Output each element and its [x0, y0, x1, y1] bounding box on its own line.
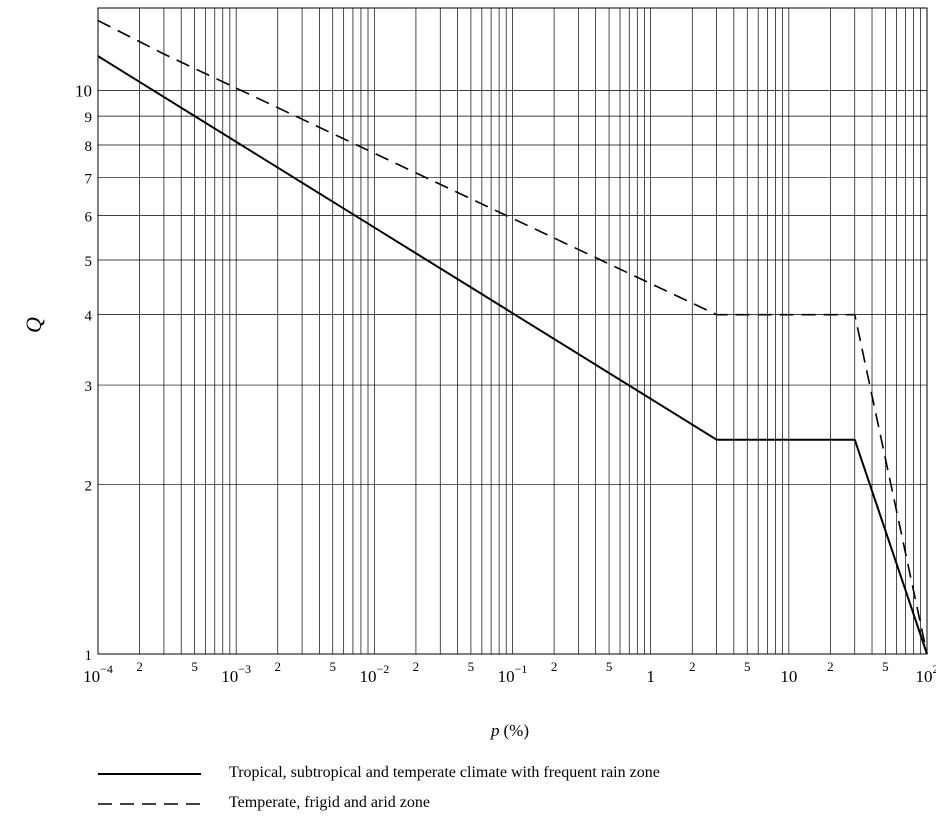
y-tick-label: 7	[85, 172, 93, 188]
x-tick-exponent: −3	[238, 662, 251, 676]
x-tick-label-minor: 5	[468, 659, 475, 674]
y-tick-labels: 1 2 3 4 5 6 7 8 9 10	[75, 81, 93, 664]
x-tick-base: 10	[780, 667, 797, 686]
legend-swatch-dashed	[98, 803, 201, 805]
x-tick-label-major: 1	[646, 667, 655, 686]
x-tick-label-minor: 2	[551, 659, 558, 674]
x-tick-label-minor: 5	[329, 659, 336, 674]
x-tick-label-minor: 2	[827, 659, 834, 674]
x-tick-label-major: 10−3	[221, 662, 251, 686]
x-axis-label-unit: (%)	[504, 721, 529, 740]
legend-label-solid: Tropical, subtropical and temperate clim…	[229, 764, 660, 781]
y-tick-label: 8	[85, 139, 93, 155]
x-tick-exponent: −1	[515, 662, 528, 676]
y-tick-label: 4	[85, 309, 93, 325]
x-tick-label-minor: 5	[606, 659, 613, 674]
x-tick-label-major: 102	[916, 662, 936, 686]
y-tick-label: 3	[85, 379, 93, 395]
x-tick-label-major: 10−1	[498, 662, 528, 686]
legend-swatch-solid	[98, 773, 201, 775]
series-lines	[97, 19, 928, 655]
x-tick-label-minor: 5	[882, 659, 889, 674]
x-tick-exponent: −4	[100, 662, 113, 676]
x-tick-label-minor: 5	[744, 659, 751, 674]
y-axis-label: Q	[21, 317, 46, 333]
x-tick-label-minor: 2	[413, 659, 420, 674]
x-tick-base: 10	[916, 667, 933, 686]
x-axis-label-var: p	[490, 721, 500, 740]
y-tick-label: 2	[85, 478, 93, 494]
y-tick-label: 10	[75, 81, 92, 100]
x-tick-label-major: 10−2	[359, 662, 389, 686]
x-tick-base: 10	[83, 667, 100, 686]
x-tick-base: 10	[359, 667, 376, 686]
x-tick-label-major: 10−4	[83, 662, 113, 686]
x-tick-base: 1	[646, 667, 655, 686]
x-tick-label-minor: 5	[191, 659, 198, 674]
x-tick-base: 10	[498, 667, 515, 686]
series-line-dashed	[97, 19, 928, 655]
x-tick-label-minor: 2	[689, 659, 696, 674]
x-tick-label-minor: 2	[136, 659, 143, 674]
x-tick-base: 10	[221, 667, 238, 686]
y-tick-label: 9	[85, 110, 93, 126]
x-axis-label: p (%)	[490, 721, 529, 740]
grid	[98, 8, 927, 654]
y-tick-label: 6	[85, 209, 93, 225]
legend-item-dashed: Temperate, frigid and arid zone	[98, 792, 898, 818]
y-tick-label: 1	[85, 648, 93, 664]
x-tick-label-minor: 2	[275, 659, 282, 674]
y-tick-label: 5	[85, 254, 93, 270]
x-tick-exponent: −2	[376, 662, 389, 676]
legend-label-dashed: Temperate, frigid and arid zone	[229, 794, 431, 811]
x-tick-exponent: 2	[933, 662, 936, 676]
x-tick-label-major: 10	[780, 667, 797, 686]
plot-frame	[97, 7, 928, 655]
legend-item-solid: Tropical, subtropical and temperate clim…	[98, 762, 898, 788]
series-line-solid	[97, 55, 928, 655]
